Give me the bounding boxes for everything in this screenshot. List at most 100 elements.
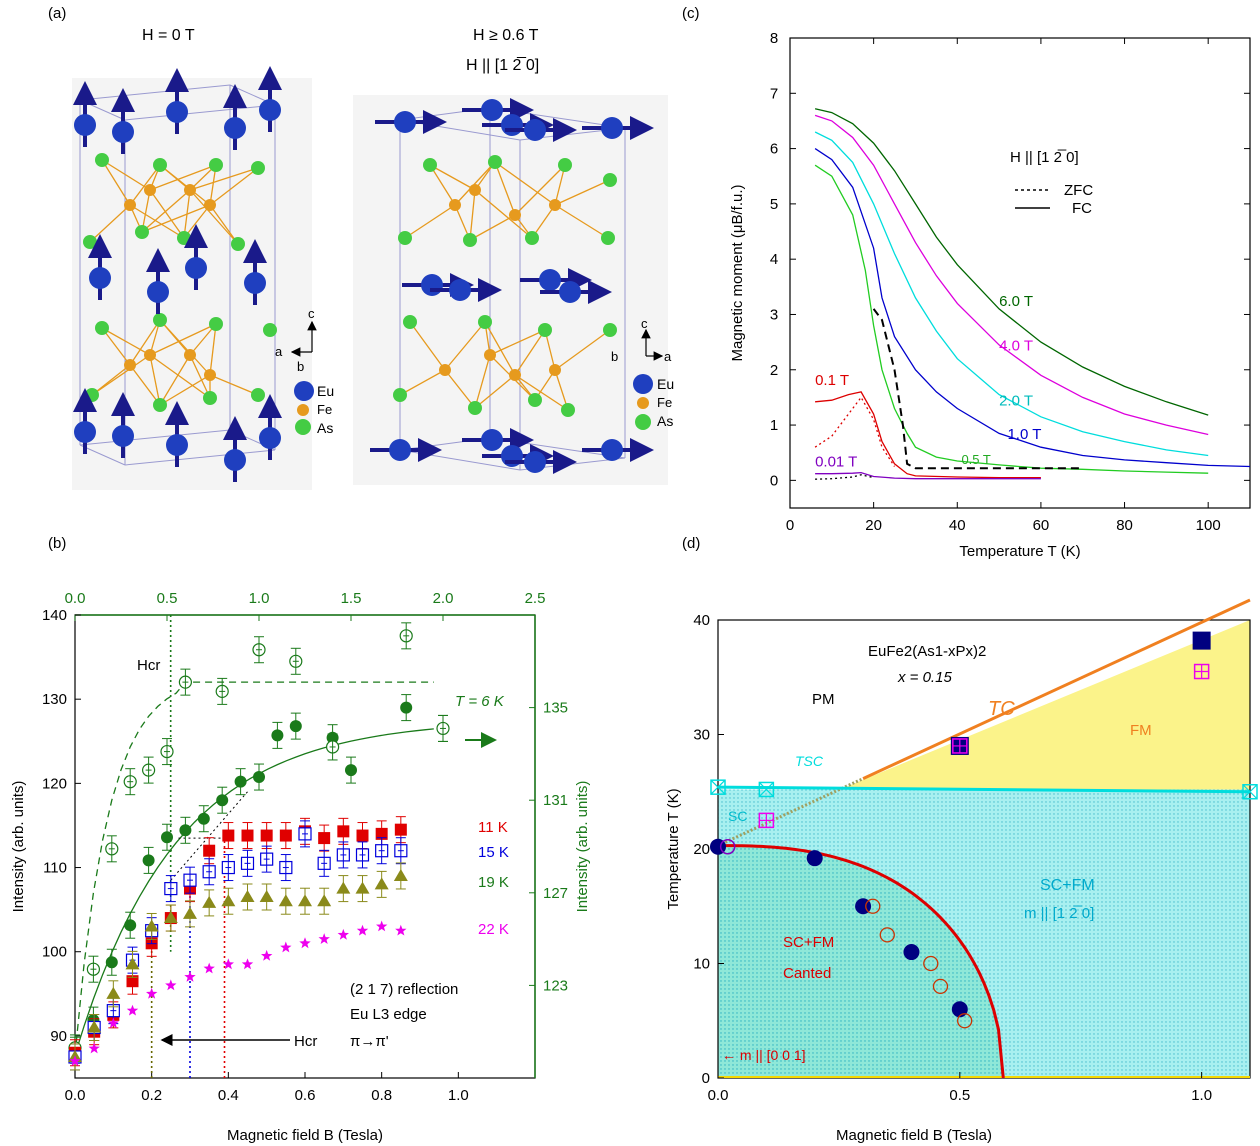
label-sc: SC <box>728 808 747 824</box>
fe-atom <box>144 184 156 196</box>
fe-as-bond <box>429 164 476 191</box>
panel-a-tag: (a) <box>48 5 66 22</box>
data-point <box>203 962 215 974</box>
as-atom <box>423 158 437 172</box>
label-m001: ← m || [0 0 1] <box>722 1047 806 1063</box>
fe-atom <box>204 369 216 381</box>
fe-atom <box>509 369 521 381</box>
axis-c-right: c <box>641 316 648 331</box>
fe-atom <box>439 364 451 376</box>
as-atom <box>463 233 477 247</box>
fe-as-bond <box>514 374 569 411</box>
x-tick-label: 1.0 <box>1191 1087 1212 1104</box>
as-atom <box>468 401 482 415</box>
y-tick-label: 100 <box>42 944 67 961</box>
x2-tick-label: 2.5 <box>525 590 546 607</box>
series-label: 0.1 T <box>815 372 849 389</box>
region-fm <box>838 620 1250 790</box>
chart-b: 0.0 0.2 0.4 0.6 0.8 1.0 0.0 0.5 1.0 1.5 2.0 2.5 90 10… <box>10 590 591 1144</box>
tc-line <box>862 598 1251 780</box>
x-tick-label: 60 <box>1033 517 1050 534</box>
as-atom <box>251 161 265 175</box>
series-line <box>815 471 1041 480</box>
fe-as-bond <box>554 369 569 411</box>
data-point <box>88 1042 100 1054</box>
guide-dots <box>170 791 248 881</box>
y-tick-label: 110 <box>43 860 67 877</box>
series-label: 2.0 T <box>999 393 1033 410</box>
fe-as-bond <box>149 354 161 406</box>
label-tc: TC <box>988 698 1015 720</box>
y-tick-label: 20 <box>693 841 710 858</box>
series-label: 1.0 T <box>1007 426 1041 443</box>
y2-tick-label: 135 <box>543 700 568 717</box>
y-tick-label: 90 <box>50 1028 67 1045</box>
fe-as-bond <box>399 369 446 396</box>
label-canted: Canted <box>783 965 831 982</box>
fe-as-bond <box>469 214 516 241</box>
fe-atom <box>449 199 461 211</box>
legend-fe-right: Fe <box>657 395 672 410</box>
as-atom <box>177 231 191 245</box>
fe-atom <box>204 199 216 211</box>
tsc-line <box>717 785 1251 794</box>
data-point-cross <box>952 738 967 753</box>
x-tick-label: 0.0 <box>65 1087 86 1104</box>
fe-atom <box>184 349 196 361</box>
as-atom <box>528 393 542 407</box>
series-label: 0.5 T <box>961 452 990 467</box>
fe-as-bond <box>149 323 217 356</box>
fe-atom <box>549 199 561 211</box>
x-tick-label: 20 <box>865 517 882 534</box>
left-legend: Eu Fe As <box>294 381 334 436</box>
eu-atom <box>224 449 246 471</box>
data-point <box>261 949 273 961</box>
axis-a-left: a <box>275 344 283 359</box>
eu-atom <box>185 257 207 279</box>
y-axis-label: Magnetic moment (μB/f.u.) <box>729 184 746 361</box>
eu-atom <box>166 101 188 123</box>
data-point <box>222 958 234 970</box>
eu-atom <box>112 425 134 447</box>
panel-c: (c) 0 20 40 60 80 100 0 1 2 3 4 5 6 7 8 Temperature T (… <box>682 5 1251 560</box>
x-tick-label: 0.6 <box>295 1087 316 1104</box>
label-pm: PM <box>812 691 835 708</box>
eu-atom <box>481 99 503 121</box>
fe-as-bond <box>101 159 151 191</box>
panel-c-tag: (c) <box>682 5 700 22</box>
fe-as-bond <box>494 161 516 216</box>
fe-as-bond <box>514 164 566 216</box>
legend-as-left: As <box>317 420 333 436</box>
axis-b-left: b <box>297 359 304 374</box>
eu-atom <box>601 117 623 139</box>
data-point <box>395 924 407 936</box>
cell-edge <box>124 449 276 466</box>
as-atom <box>398 231 412 245</box>
y-tick-label: 6 <box>770 141 778 158</box>
legend-title: H || [1 2̅ 0] <box>1010 149 1079 166</box>
y-tick-label: 0 <box>770 472 778 489</box>
as-atom <box>603 323 617 337</box>
y2-tick-label: 127 <box>543 885 568 902</box>
axis-c-left: c <box>308 306 315 321</box>
data-point <box>719 838 736 855</box>
fe-atom <box>509 209 521 221</box>
fe-as-bond <box>149 164 217 191</box>
as-atom <box>203 391 217 405</box>
fe-as-bond <box>159 319 191 356</box>
series-label: 4.0 T <box>999 337 1033 354</box>
data-point <box>1192 631 1211 650</box>
label-hcr-top: Hcr <box>137 657 160 674</box>
data-point <box>165 979 177 991</box>
data-point <box>280 941 292 953</box>
legend-as-right: As <box>657 413 673 429</box>
series-line <box>814 396 896 467</box>
right-axes-glyph: c a b <box>611 316 672 364</box>
label-compound: EuFe2(As1-xPx)2 <box>868 643 986 660</box>
eu-atom <box>501 114 523 136</box>
label-fm: FM <box>1130 722 1152 739</box>
as-atom <box>83 235 97 249</box>
series-line <box>815 474 874 480</box>
x2-tick-label: 2.0 <box>433 590 454 607</box>
fe-as-bond <box>141 189 191 233</box>
